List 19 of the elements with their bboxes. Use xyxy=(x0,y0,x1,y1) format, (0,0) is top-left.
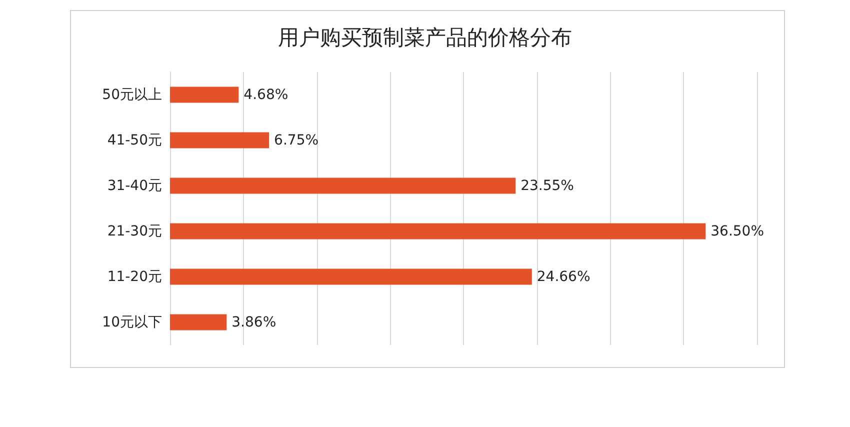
bar xyxy=(170,132,270,148)
data-label: 4.68% xyxy=(244,86,288,103)
bar xyxy=(170,268,532,285)
data-label: 3.86% xyxy=(232,314,276,330)
y-tick-label: 21-30元 xyxy=(107,223,162,240)
data-label: 23.55% xyxy=(520,178,574,194)
y-tick-label: 50元以上 xyxy=(102,86,162,103)
bar xyxy=(170,86,239,103)
data-label: 6.75% xyxy=(274,132,319,148)
chart-title: 用户购买预制菜产品的价格分布 xyxy=(278,26,572,50)
y-tick-label: 31-40元 xyxy=(107,178,162,194)
bar xyxy=(170,314,227,330)
y-tick-label: 10元以下 xyxy=(102,314,162,330)
data-label: 24.66% xyxy=(536,268,590,285)
data-label: 36.50% xyxy=(710,223,764,240)
bar xyxy=(170,223,706,240)
bar xyxy=(170,178,516,194)
y-tick-label: 41-50元 xyxy=(107,132,162,148)
y-tick-label: 11-20元 xyxy=(107,268,162,285)
